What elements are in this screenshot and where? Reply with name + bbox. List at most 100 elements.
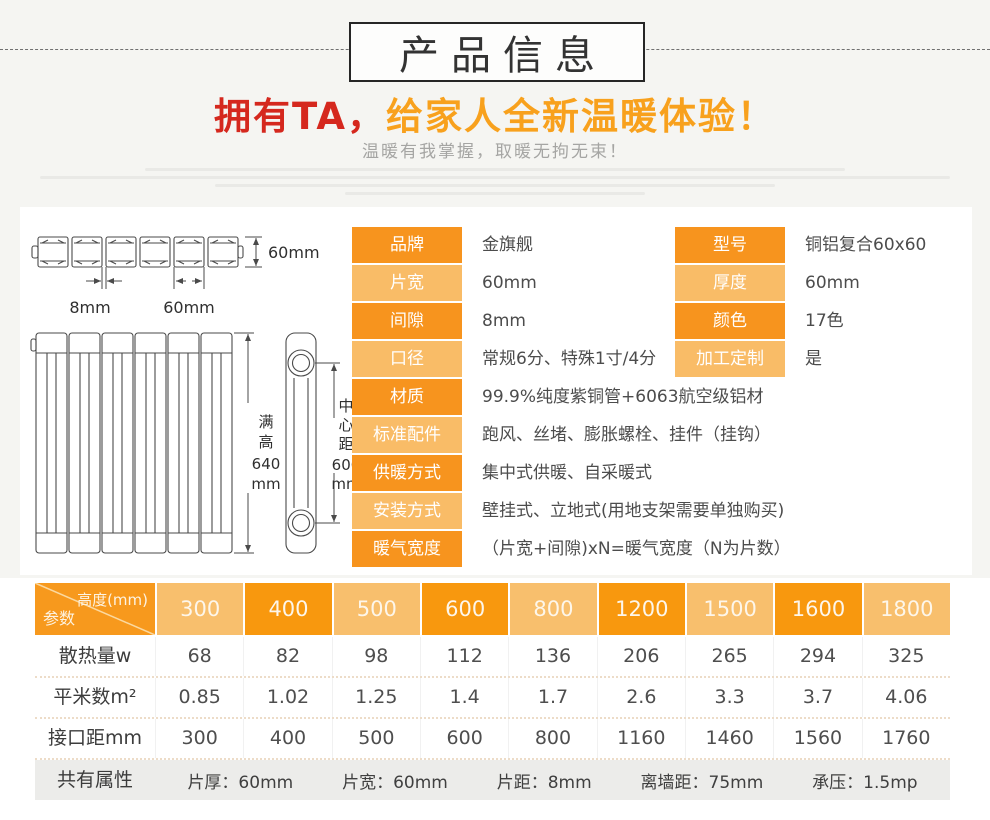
height-column-header: 1800: [863, 583, 950, 635]
spec-label: 厚度: [675, 265, 785, 301]
spec-table: 品牌 金旗舰 型号 铜铝复合60x60 片宽 60mm 厚度 60mm 间隙 8mm 颜色 17色口径…: [352, 227, 952, 569]
table-cell: 1.25: [331, 678, 420, 717]
height-column-header: 1600: [775, 583, 862, 635]
spec-label: 加工定制: [675, 341, 785, 377]
spec-value: 铜铝复合60x60: [805, 235, 927, 255]
table-cell: 294: [773, 637, 861, 676]
table-cell: 1460: [684, 719, 773, 758]
spec-value: 常规6分、特殊1寸/4分: [482, 349, 657, 369]
spec-value: 60mm: [805, 273, 860, 293]
common-attributes-items: 片厚：60mm 片宽：60mm 片距：8mm 离墙距：75mm 承压：1.5mp: [155, 760, 950, 800]
table-cell: 112: [419, 637, 508, 676]
height-column-header: 400: [245, 583, 332, 635]
spec-label: 间隙: [352, 303, 462, 339]
table-cell: 98: [331, 637, 420, 676]
table-cell: 1760: [861, 719, 950, 758]
spec-value: 8mm: [482, 311, 526, 331]
common-attribute-item: 片距：8mm: [496, 772, 592, 793]
spec-value: 壁挂式、立地式(用地支架需要单独购买): [482, 501, 785, 521]
table-cell: 300: [155, 719, 243, 758]
table-cell: 4.06: [861, 678, 950, 717]
table-row: 平米数m² 0.85 1.02 1.25 1.4 1.7 2.6 3.3 3.7 4.06: [35, 678, 950, 719]
size-table: 高度(mm) 参数 300 400 500 600 800 1200 1500 1600 180…: [35, 583, 950, 800]
row-label: 散热量w: [58, 645, 132, 667]
dim-center-distance-unit: mm: [331, 475, 358, 493]
spec-label: 片宽: [352, 265, 462, 301]
spec-row: 暖气宽度 （片宽+间隙)xN=暖气宽度（N为片数）: [352, 531, 952, 567]
corner-diagonal-line: [35, 583, 155, 635]
height-column-header: 500: [333, 583, 420, 635]
common-attribute-item: 片宽：60mm: [342, 772, 448, 793]
spec-row: 标准配件 跑风、丝堵、膨胀螺栓、挂件（挂钩）: [352, 417, 952, 453]
table-cell: 600: [419, 719, 508, 758]
spec-row: 供暖方式 集中式供暖、自采暖式: [352, 455, 952, 491]
dim-full-height-value: 640: [252, 455, 281, 473]
spec-label: 品牌: [352, 227, 462, 263]
watermark-lines: [0, 168, 990, 200]
spec-label: 暖气宽度: [352, 531, 462, 567]
dim-section-width-label: 60mm: [163, 298, 215, 317]
spec-row: 品牌 金旗舰 型号 铜铝复合60x60: [352, 227, 952, 263]
size-table-header-row: 高度(mm) 参数 300 400 500 600 800 1200 1500 1600 180…: [35, 583, 950, 635]
table-cell: 265: [684, 637, 773, 676]
table-cell: 400: [243, 719, 331, 758]
table-cell: 1.02: [243, 678, 331, 717]
table-cell: 800: [508, 719, 596, 758]
spec-value: 60mm: [482, 273, 537, 293]
dim-full-height-char: 高: [258, 433, 273, 451]
table-cell: 206: [596, 637, 685, 676]
spec-label: 口径: [352, 341, 462, 377]
spec-value: 是: [805, 349, 822, 369]
spec-label: 供暖方式: [352, 455, 462, 491]
headline: 拥有TA，给家人全新温暖体验！: [0, 86, 990, 140]
table-corner-cell: 高度(mm) 参数: [35, 583, 155, 635]
table-row: 接口距mm 300 400 500 600 800 1160 1460 1560 1760: [35, 719, 950, 760]
spec-row: 口径 常规6分、特殊1寸/4分 加工定制是: [352, 341, 952, 377]
radiator-top-view-diagram: 60mm 8mm 60mm: [31, 236, 320, 317]
watermark-line: [145, 168, 845, 171]
table-cell: 68: [155, 637, 243, 676]
table-cell: 325: [861, 637, 950, 676]
headline-red-part: 拥有TA，: [213, 95, 386, 138]
common-attributes-row: 共有属性 片厚：60mm 片宽：60mm 片距：8mm 离墙距：75mm 承压：1.5mp: [35, 760, 950, 800]
dim-center-distance-char: 中: [338, 397, 353, 415]
spec-value: 99.9%纯度紫铜管+6063航空级铝材: [482, 387, 764, 407]
table-cell: 82: [243, 637, 331, 676]
subtitle: 温暖有我掌握，取暖无拘无束！: [362, 142, 628, 162]
table-cell: 1160: [596, 719, 685, 758]
spec-label: 标准配件: [352, 417, 462, 453]
spec-value: 跑风、丝堵、膨胀螺栓、挂件（挂钩）: [482, 425, 771, 445]
dim-center-distance-value: 600: [332, 456, 358, 474]
main-panel: 60mm 8mm 60mm 满 高 640: [20, 207, 972, 575]
dim-top-height-label: 60mm: [268, 243, 320, 262]
row-label: 共有属性: [56, 769, 133, 791]
corner-height-label: 高度(mm): [77, 591, 148, 609]
spec-label: 安装方式: [352, 493, 462, 529]
radiator-front-view-diagram: 满 高 640 mm 中 心 距 600 mm: [30, 332, 358, 554]
table-cell: 3.7: [773, 678, 861, 717]
watermark-line: [345, 192, 645, 195]
spec-row: 材质 99.9%纯度紫铜管+6063航空级铝材: [352, 379, 952, 415]
spec-label: 材质: [352, 379, 462, 415]
spec-label: 型号: [675, 227, 785, 263]
spec-value: 17色: [805, 311, 844, 331]
spec-label: 颜色: [675, 303, 785, 339]
spec-row: 间隙 8mm 颜色 17色: [352, 303, 952, 339]
table-cell: 500: [331, 719, 420, 758]
height-column-header: 600: [421, 583, 509, 635]
height-column-header: 300: [157, 583, 244, 635]
height-column-header: 1500: [686, 583, 774, 635]
common-attribute-item: 离墙距：75mm: [640, 772, 764, 793]
headline-orange-part: 给家人全新温暖体验！: [386, 95, 776, 138]
height-column-header: 800: [510, 583, 597, 635]
table-cell: 1560: [773, 719, 861, 758]
dim-center-distance-char: 心: [338, 416, 353, 434]
common-attribute-item: 承压：1.5mp: [812, 772, 918, 793]
spec-value: 金旗舰: [482, 235, 533, 255]
dim-center-distance-char: 距: [338, 435, 353, 453]
row-label: 接口距mm: [47, 727, 143, 749]
table-cell: 2.6: [596, 678, 685, 717]
watermark-line: [215, 184, 775, 187]
common-attribute-item: 片厚：60mm: [187, 772, 294, 793]
table-cell: 0.85: [155, 678, 243, 717]
